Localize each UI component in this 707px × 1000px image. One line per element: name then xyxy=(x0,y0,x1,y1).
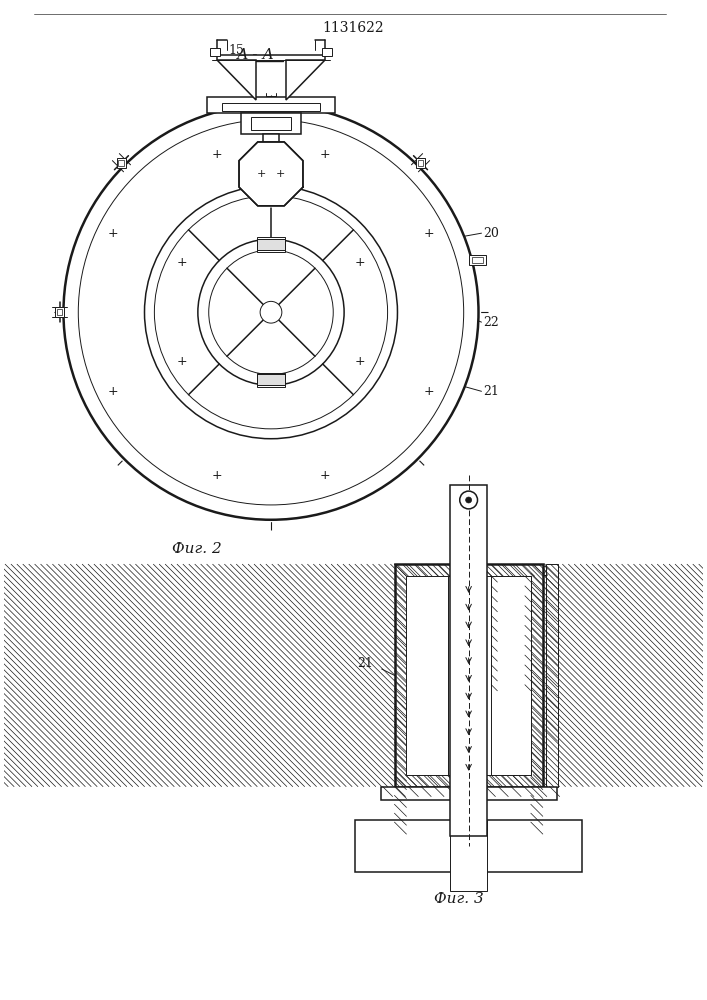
Bar xyxy=(54,307,64,317)
Text: +: + xyxy=(355,355,366,368)
Text: +: + xyxy=(423,385,434,398)
Bar xyxy=(380,787,556,800)
Bar xyxy=(117,158,127,168)
Text: +: + xyxy=(320,469,331,482)
Circle shape xyxy=(64,105,479,520)
Circle shape xyxy=(209,250,333,374)
Circle shape xyxy=(144,186,397,439)
Bar xyxy=(263,134,279,148)
Circle shape xyxy=(466,497,472,503)
Polygon shape xyxy=(239,142,303,206)
Bar xyxy=(251,117,291,130)
Text: +: + xyxy=(423,227,434,240)
Bar xyxy=(462,803,474,812)
Text: +: + xyxy=(177,355,187,368)
Text: +: + xyxy=(177,256,187,269)
Text: 5: 5 xyxy=(523,617,531,630)
Text: 1131622: 1131622 xyxy=(322,21,384,35)
Bar xyxy=(210,48,220,56)
Text: 17: 17 xyxy=(303,165,318,178)
Bar xyxy=(469,255,486,265)
Text: 6: 6 xyxy=(404,622,411,635)
Circle shape xyxy=(95,136,447,488)
Text: +: + xyxy=(276,169,286,179)
Bar xyxy=(257,239,285,250)
Bar xyxy=(407,576,531,775)
Bar xyxy=(472,257,484,263)
Circle shape xyxy=(198,239,344,385)
Text: +: + xyxy=(320,148,331,161)
Bar xyxy=(119,160,124,166)
Bar xyxy=(206,97,335,113)
Bar xyxy=(491,576,531,775)
Text: 4: 4 xyxy=(523,661,531,674)
Bar xyxy=(57,309,62,315)
Text: 20: 20 xyxy=(484,227,499,240)
Bar xyxy=(221,103,320,111)
Bar xyxy=(257,373,285,387)
Polygon shape xyxy=(286,60,325,100)
Polygon shape xyxy=(216,60,256,100)
Text: 21: 21 xyxy=(357,657,373,670)
Bar xyxy=(266,96,276,106)
Text: 15: 15 xyxy=(228,44,245,57)
Text: 22: 22 xyxy=(533,566,549,579)
Circle shape xyxy=(78,120,464,505)
Text: 16: 16 xyxy=(241,61,257,74)
Circle shape xyxy=(260,301,282,323)
Text: +: + xyxy=(107,385,118,398)
Circle shape xyxy=(154,196,387,429)
Text: +: + xyxy=(107,227,118,240)
Circle shape xyxy=(460,491,477,509)
Bar xyxy=(355,820,583,872)
Bar xyxy=(268,98,274,104)
Text: 18: 18 xyxy=(172,212,188,225)
Bar xyxy=(416,158,426,168)
Text: 22: 22 xyxy=(484,316,499,329)
Bar xyxy=(241,113,300,134)
Text: 10: 10 xyxy=(523,788,539,801)
Text: +: + xyxy=(355,256,366,269)
Text: Фиг. 2: Фиг. 2 xyxy=(172,542,222,556)
Text: +: + xyxy=(211,469,222,482)
Bar xyxy=(257,237,285,252)
Bar xyxy=(322,48,332,56)
Text: 8: 8 xyxy=(464,493,472,506)
Bar xyxy=(257,374,285,385)
Bar xyxy=(546,564,558,787)
Bar xyxy=(395,564,543,787)
Text: 22: 22 xyxy=(523,691,539,704)
Text: +: + xyxy=(257,169,266,179)
Text: 21: 21 xyxy=(484,385,499,398)
Text: А - А: А - А xyxy=(238,48,275,62)
Bar xyxy=(454,800,484,816)
Bar xyxy=(450,485,487,836)
Bar xyxy=(450,820,487,891)
Text: +: + xyxy=(211,148,222,161)
Text: Фиг. 3: Фиг. 3 xyxy=(434,892,484,906)
Bar xyxy=(418,160,423,166)
Bar xyxy=(448,576,486,775)
